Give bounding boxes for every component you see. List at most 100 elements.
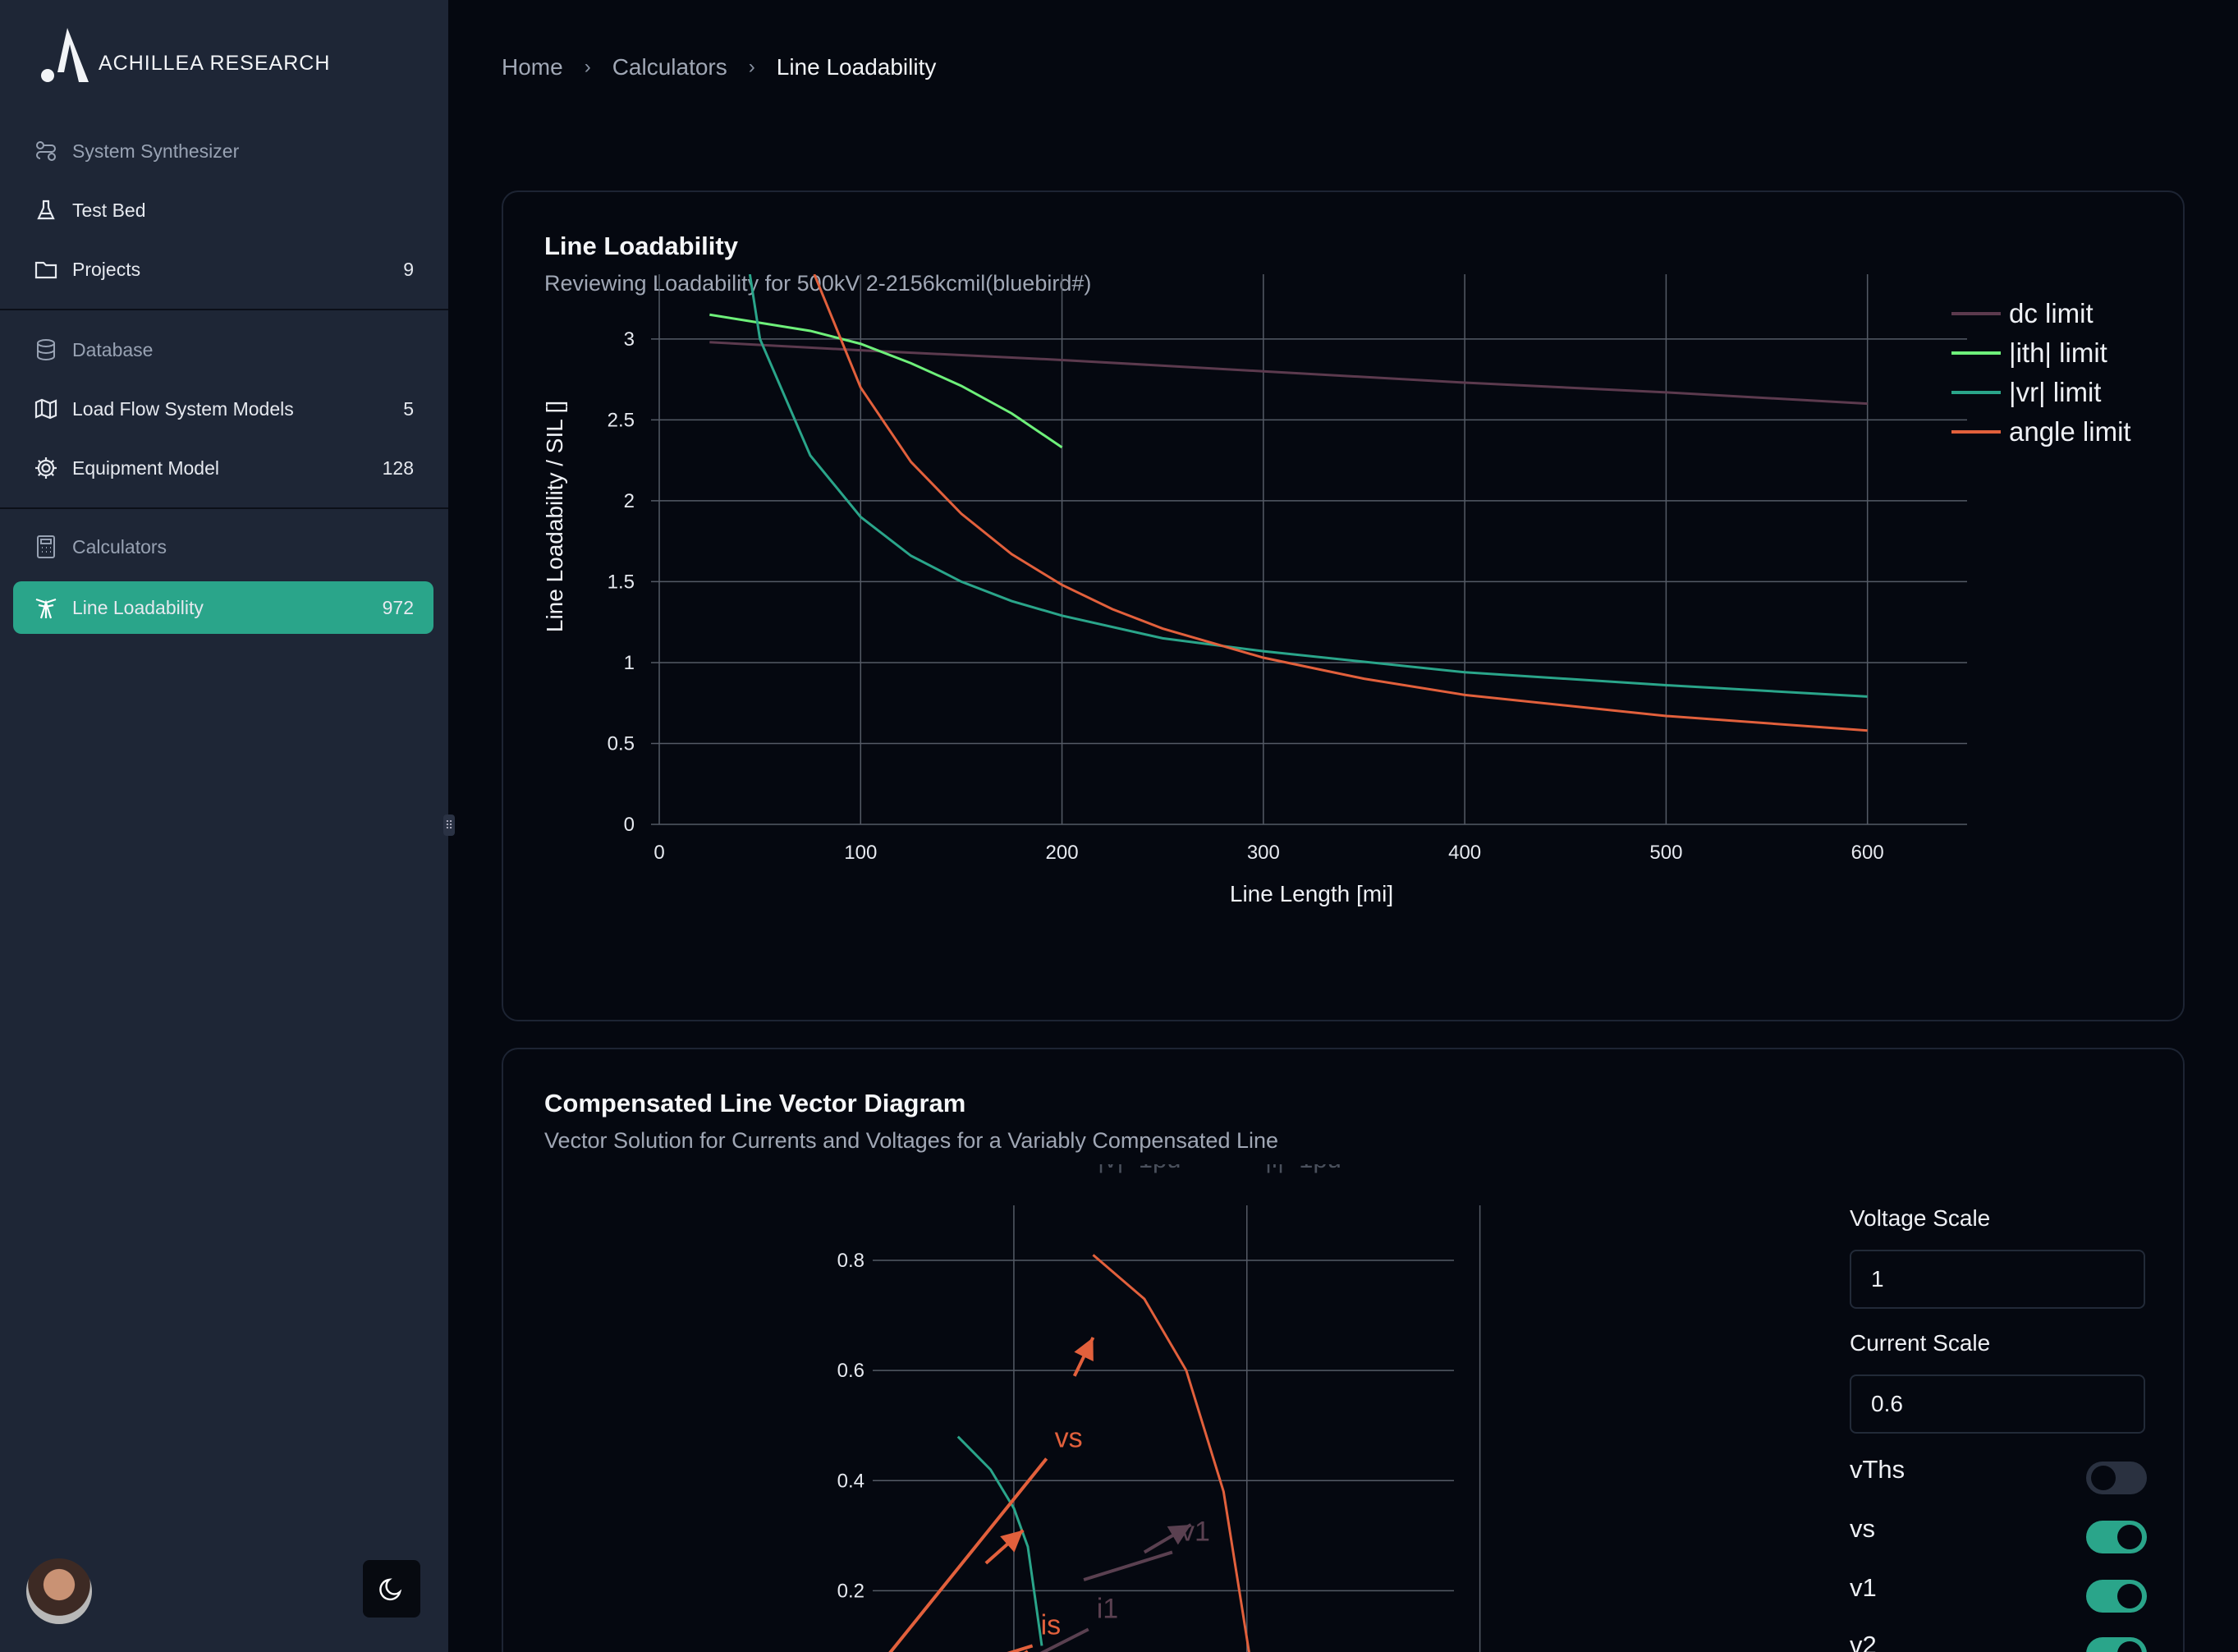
y-tick-label: 0.5 bbox=[608, 732, 635, 755]
toggle-vs[interactable] bbox=[2086, 1521, 2147, 1553]
y-tick-label: 2.5 bbox=[608, 409, 635, 431]
nav-label: Line Loadability bbox=[72, 596, 204, 618]
y-tick-label: 0.8 bbox=[837, 1250, 864, 1272]
legend-entry: |ith| limit bbox=[2009, 337, 2107, 368]
achillea-logo-icon bbox=[41, 28, 89, 82]
nav-label: Database bbox=[72, 338, 154, 360]
vector-line bbox=[1039, 1627, 1089, 1652]
nav-count: 972 bbox=[382, 596, 414, 618]
vector-label: i1 bbox=[1097, 1593, 1118, 1624]
sidebar-divider bbox=[0, 507, 448, 509]
x-tick-label: 400 bbox=[1448, 842, 1481, 864]
legend-entry: |v|=1pu bbox=[1098, 1164, 1181, 1173]
y-tick-label: 0.2 bbox=[837, 1580, 864, 1602]
vector-diagram-chart: 0.20.40.60.8|v|=1pu|i|=1puvsisi1v1 bbox=[837, 1164, 1481, 1652]
loadability-chart: 0 100 200 300 400 500 600 0 0.5 1 1.5 2 2.5 3 Line Len… bbox=[542, 274, 2131, 906]
brand-name: ACHILLEA RESEARCH bbox=[99, 52, 331, 75]
breadcrumb-calculators[interactable]: Calculators bbox=[612, 54, 727, 80]
toggle-v2[interactable] bbox=[2086, 1637, 2147, 1652]
card-subtitle: Vector Solution for Currents and Voltage… bbox=[544, 1128, 1279, 1153]
x-tick-label: 500 bbox=[1649, 842, 1682, 864]
x-tick-label: 100 bbox=[844, 842, 877, 864]
breadcrumb: Home › Calculators › Line Loadability bbox=[502, 54, 936, 80]
current-scale-input[interactable] bbox=[1850, 1374, 2145, 1434]
legend-entry: |i|=1pu bbox=[1265, 1164, 1341, 1173]
legend-entry: angle limit bbox=[2009, 416, 2131, 447]
vector-arrow-head bbox=[1000, 1530, 1024, 1553]
nav-label: System Synthesizer bbox=[72, 140, 240, 162]
toggle-v1[interactable] bbox=[2086, 1580, 2147, 1613]
nav-load-flow-system-models[interactable]: Load Flow System Models 5 bbox=[13, 383, 433, 435]
breadcrumb-current: Line Loadability bbox=[776, 54, 937, 80]
sidebar-resize-handle[interactable]: ⠿ bbox=[443, 815, 455, 836]
y-tick-label: 1.5 bbox=[608, 571, 635, 593]
voltage-scale-input[interactable] bbox=[1850, 1250, 2145, 1309]
nav-system-synthesizer[interactable]: System Synthesizer bbox=[13, 125, 433, 177]
card-title: Line Loadability bbox=[544, 232, 738, 260]
series-curve bbox=[956, 1435, 1043, 1646]
vector-arrow-head bbox=[1167, 1524, 1191, 1545]
nav-count: 5 bbox=[403, 397, 414, 420]
vector-diagram-card: Compensated Line Vector Diagram Vector S… bbox=[502, 1048, 2185, 1652]
legend-entry: dc limit bbox=[2009, 298, 2094, 328]
theme-toggle-button[interactable] bbox=[363, 1560, 420, 1618]
brand-logo[interactable]: ACHILLEA RESEARCH bbox=[36, 26, 330, 84]
y-tick-label: 1 bbox=[624, 652, 635, 674]
nav-label: Equipment Model bbox=[72, 457, 219, 479]
flask-icon bbox=[33, 197, 59, 223]
nav-equipment-model[interactable]: Equipment Model 128 bbox=[13, 442, 433, 494]
nav-count: 128 bbox=[382, 457, 414, 479]
toggle-label-vs: vs bbox=[1850, 1514, 1875, 1543]
x-tick-label: 600 bbox=[1851, 842, 1884, 864]
vector-line bbox=[1007, 1644, 1034, 1652]
toggle-label-v2: v2 bbox=[1850, 1631, 1877, 1652]
current-scale-label: Current Scale bbox=[1850, 1330, 1991, 1356]
nav-label: Test Bed bbox=[72, 199, 146, 221]
y-tick-label: 0.4 bbox=[837, 1470, 864, 1492]
chevron-right-icon: › bbox=[748, 56, 755, 78]
avatar[interactable] bbox=[26, 1558, 92, 1624]
transmission-tower-icon bbox=[33, 594, 59, 621]
chevron-right-icon: › bbox=[584, 56, 591, 78]
nav-count: 9 bbox=[403, 258, 414, 280]
y-tick-label: 0.6 bbox=[837, 1360, 864, 1382]
vector-label: vs bbox=[1055, 1422, 1083, 1453]
moon-icon bbox=[379, 1578, 402, 1601]
vector-label: is bbox=[1041, 1609, 1062, 1641]
nav-test-bed[interactable]: Test Bed bbox=[13, 184, 433, 236]
toggle-label-v1: v1 bbox=[1850, 1573, 1877, 1602]
nav-database[interactable]: Database bbox=[13, 324, 433, 376]
calculator-icon bbox=[33, 534, 59, 560]
nav-calculators[interactable]: Calculators bbox=[13, 521, 433, 573]
x-axis-label: Line Length [mi] bbox=[1230, 881, 1393, 906]
vector-line bbox=[888, 1457, 1048, 1652]
breadcrumb-home[interactable]: Home bbox=[502, 54, 563, 80]
series-line bbox=[748, 274, 1868, 698]
series-line bbox=[709, 341, 1868, 406]
nav-label: Projects bbox=[72, 258, 141, 280]
x-tick-label: 0 bbox=[654, 842, 664, 864]
voltage-scale-label: Voltage Scale bbox=[1850, 1205, 1991, 1231]
y-tick-label: 2 bbox=[624, 490, 635, 512]
series-line bbox=[709, 313, 1063, 449]
sidebar-divider bbox=[0, 309, 448, 310]
loadability-card: Line Loadability Reviewing Loadability f… bbox=[502, 190, 2185, 1021]
folder-icon bbox=[33, 256, 59, 282]
toggle-label-vths: vThs bbox=[1850, 1455, 1906, 1484]
nav-projects[interactable]: Projects 9 bbox=[13, 243, 433, 296]
nav-line-loadability[interactable]: Line Loadability 972 bbox=[13, 581, 433, 634]
toggle-vths[interactable] bbox=[2086, 1462, 2147, 1494]
map-icon bbox=[33, 396, 59, 422]
series-line bbox=[813, 274, 1868, 732]
vector-line bbox=[1083, 1550, 1173, 1581]
x-tick-label: 300 bbox=[1247, 842, 1280, 864]
y-axis-label: Line Loadability / SIL [] bbox=[542, 401, 567, 632]
nav-label: Load Flow System Models bbox=[72, 397, 294, 420]
database-icon bbox=[33, 337, 59, 363]
nav-label: Calculators bbox=[72, 535, 167, 558]
x-tick-label: 200 bbox=[1046, 842, 1079, 864]
sidebar: ACHILLEA RESEARCH System Synthesizer Tes… bbox=[0, 0, 448, 1652]
gear-icon bbox=[33, 455, 59, 481]
vector-arrow-head bbox=[1074, 1337, 1094, 1362]
workflow-icon bbox=[33, 138, 59, 164]
